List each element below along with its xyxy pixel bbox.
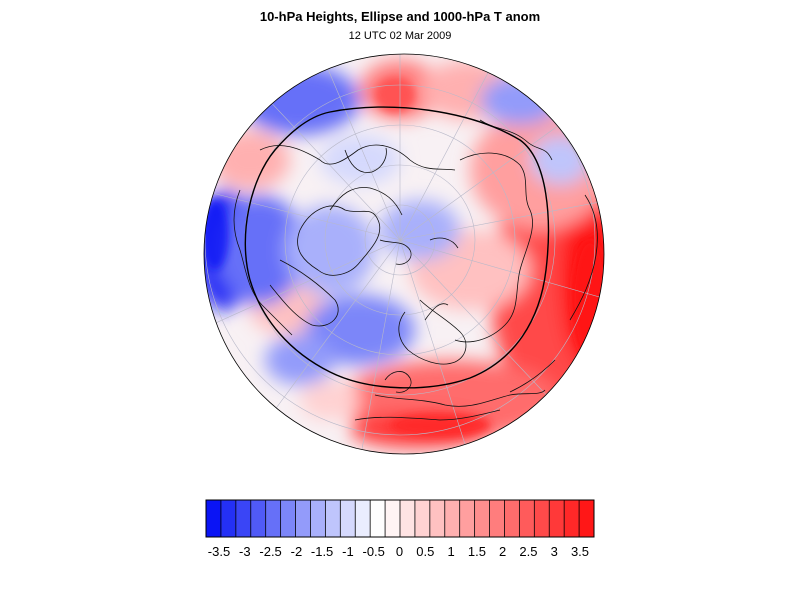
coastlines [233, 119, 598, 421]
colorbar-swatch [355, 500, 371, 537]
colorbar-swatch [385, 500, 401, 537]
colorbar-swatch [429, 500, 446, 537]
colorbar-swatch [534, 500, 550, 537]
globe-border [203, 53, 605, 455]
colorbar-label: 0.5 [416, 544, 434, 559]
colorbar-label: -3.5 [208, 544, 230, 559]
colorbar-swatch [295, 500, 311, 537]
colorbar-swatch [265, 500, 281, 537]
colorbar-swatch [459, 500, 475, 537]
map-title: 10-hPa Heights, Ellipse and 1000-hPa T a… [259, 9, 541, 24]
colorbar-label: -2.5 [259, 544, 281, 559]
colorbar-swatch [370, 500, 386, 537]
colorbar-border [205, 499, 595, 538]
vortex-ellipse-contour [244, 106, 550, 389]
colorbar-swatch [504, 500, 520, 537]
colorbar-swatch [549, 500, 565, 537]
colorbar-swatch [564, 500, 580, 537]
colorbar-swatch [340, 500, 356, 537]
colorbar-label: -3 [239, 544, 251, 559]
colorbar-label: 3.5 [571, 544, 589, 559]
colorbar-label: -0.5 [362, 544, 384, 559]
colorbar-label: -2 [291, 544, 303, 559]
colorbar-swatch [400, 500, 416, 537]
colorbar-swatch [206, 500, 222, 537]
colorbar-swatch [444, 500, 460, 537]
colorbar-label: 3 [551, 544, 558, 559]
colorbar-label: 0 [396, 544, 403, 559]
colorbar-swatch [474, 500, 490, 537]
colorbar-swatch [489, 500, 505, 537]
colorbar-label: 1 [447, 544, 454, 559]
colorbar-label: -1 [342, 544, 354, 559]
colorbar-label: 2 [499, 544, 506, 559]
colorbar-swatch [220, 500, 237, 537]
colorbar-swatch [250, 500, 266, 537]
colorbar-swatch [519, 500, 535, 537]
colorbar-swatch [414, 500, 431, 537]
colorbar-swatch [280, 500, 296, 537]
colorbar-swatch [310, 500, 326, 537]
colorbar-swatch [579, 500, 595, 537]
colorbar-label: 1.5 [468, 544, 486, 559]
colorbar-label: -1.5 [311, 544, 333, 559]
colorbar-swatch [325, 500, 341, 537]
graticule [204, 54, 604, 454]
colorbar-label: 2.5 [519, 544, 537, 559]
map-subtitle: 12 UTC 02 Mar 2009 [348, 30, 452, 42]
colorbar-swatch [235, 500, 252, 537]
